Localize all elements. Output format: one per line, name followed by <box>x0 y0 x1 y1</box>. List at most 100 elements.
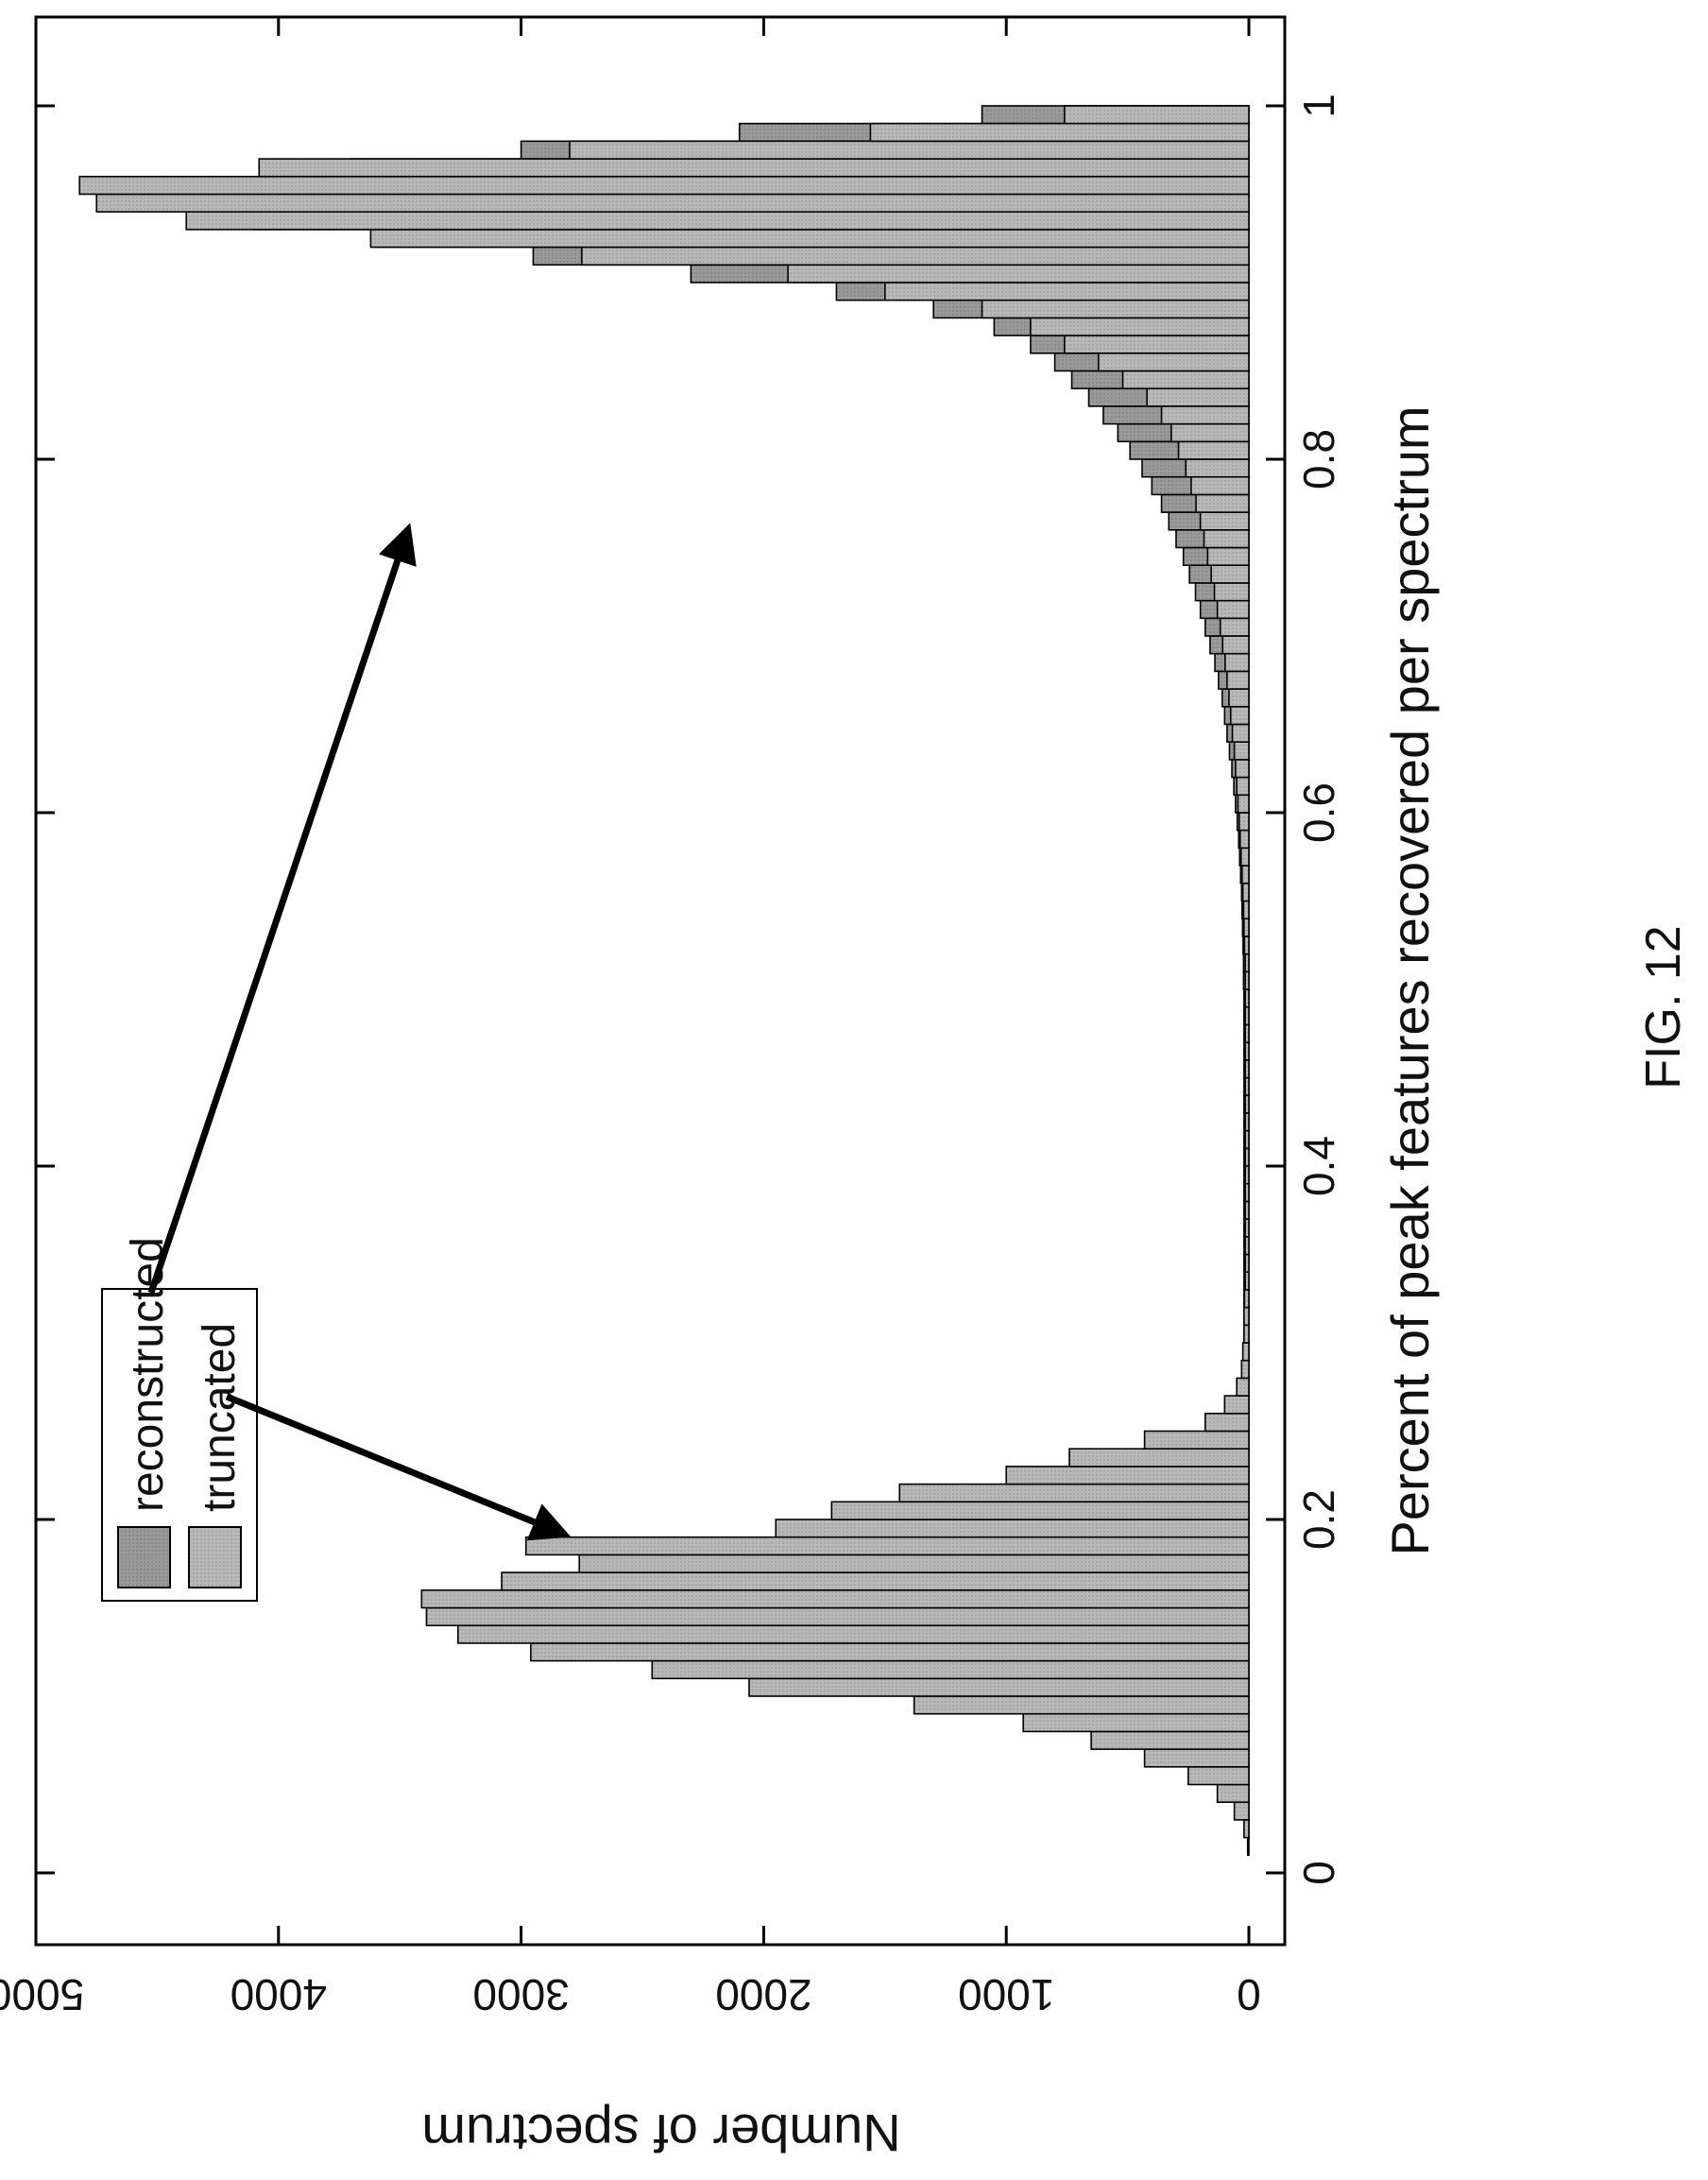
bar-truncated-49 <box>1244 988 1250 1008</box>
y-tick-label: 1000 <box>958 1970 1054 2019</box>
bar-truncated-90 <box>787 264 1250 283</box>
bar-truncated-21 <box>898 1483 1250 1503</box>
bar-truncated-77 <box>1195 493 1250 513</box>
bar-truncated-3 <box>1233 1801 1250 1821</box>
arrow-reconstructed <box>147 523 417 1295</box>
bar-truncated-46 <box>1244 1041 1250 1061</box>
bar-truncated-16 <box>501 1571 1250 1591</box>
bar-truncated-19 <box>775 1519 1250 1538</box>
bar-truncated-27 <box>1236 1377 1250 1397</box>
y-tick-label: 3000 <box>472 1970 569 2019</box>
bar-truncated-84 <box>1121 369 1250 390</box>
bar-truncated-2 <box>1243 1819 1250 1839</box>
bar-truncated-39 <box>1244 1165 1250 1185</box>
bar-truncated-72 <box>1213 582 1250 602</box>
bar-truncated-83 <box>1146 387 1250 407</box>
bar-truncated-79 <box>1185 458 1250 478</box>
bar-truncated-91 <box>580 246 1250 266</box>
bar-truncated-73 <box>1210 564 1250 584</box>
bar-truncated-89 <box>883 282 1250 301</box>
bar-truncated-6 <box>1143 1748 1250 1768</box>
bar-truncated-52 <box>1243 936 1250 955</box>
bar-truncated-65 <box>1229 705 1250 726</box>
bar-truncated-56 <box>1241 865 1250 884</box>
x-tick-label: 0.8 <box>1294 429 1343 489</box>
bar-truncated-41 <box>1244 1129 1250 1150</box>
bar-truncated-48 <box>1244 1005 1250 1026</box>
bar-truncated-95 <box>78 176 1250 196</box>
y-tick-label: 5000 <box>0 1970 84 2019</box>
bar-truncated-31 <box>1243 1306 1250 1327</box>
bar-truncated-71 <box>1216 599 1250 620</box>
bar-truncated-92 <box>369 229 1250 249</box>
bar-truncated-20 <box>830 1501 1250 1520</box>
bar-truncated-60 <box>1237 794 1250 814</box>
bar-truncated-23 <box>1068 1448 1250 1468</box>
bar-truncated-87 <box>1030 317 1250 336</box>
y-axis-title: Number of spectrum <box>421 2103 900 2163</box>
bar-truncated-33 <box>1244 1271 1250 1291</box>
bar-truncated-47 <box>1244 1023 1250 1043</box>
bar-truncated-14 <box>425 1606 1250 1627</box>
bar-truncated-96 <box>258 158 1250 178</box>
bar-truncated-50 <box>1244 970 1250 990</box>
figure-caption: FIG. 12 <box>1636 925 1691 1089</box>
bar-truncated-11 <box>651 1659 1250 1680</box>
bar-truncated-7 <box>1090 1730 1250 1750</box>
bar-truncated-26 <box>1223 1395 1250 1415</box>
bar-truncated-93 <box>185 211 1250 231</box>
bar-truncated-28 <box>1240 1359 1250 1380</box>
bar-truncated-8 <box>1022 1712 1250 1733</box>
bar-truncated-13 <box>457 1624 1250 1644</box>
bar-truncated-74 <box>1206 546 1250 567</box>
y-tick-label: 4000 <box>231 1970 327 2019</box>
bar-truncated-1 <box>1246 1836 1250 1857</box>
bar-truncated-81 <box>1170 422 1250 443</box>
y-tick-label: 2000 <box>715 1970 811 2019</box>
bar-truncated-86 <box>1064 335 1250 354</box>
bar-truncated-42 <box>1244 1112 1250 1132</box>
x-tick-label: 0 <box>1294 1861 1343 1885</box>
bar-truncated-32 <box>1243 1289 1250 1309</box>
bar-truncated-44 <box>1244 1076 1250 1097</box>
x-tick-label: 0.2 <box>1294 1489 1343 1550</box>
bar-truncated-51 <box>1244 953 1250 973</box>
legend: reconstructed truncated <box>101 1237 258 1602</box>
legend-label-truncated: truncated <box>195 1323 245 1512</box>
bar-truncated-66 <box>1228 688 1250 708</box>
bar-truncated-94 <box>95 193 1250 214</box>
x-tick-label: 1 <box>1294 94 1343 118</box>
bar-truncated-80 <box>1177 440 1250 460</box>
bar-truncated-57 <box>1239 847 1250 867</box>
bar-truncated-85 <box>1097 352 1250 372</box>
bar-truncated-36 <box>1244 1218 1250 1238</box>
legend-label-reconstructed: reconstructed <box>123 1237 173 1512</box>
bar-truncated-45 <box>1244 1059 1250 1079</box>
arrow-truncated <box>225 1393 572 1541</box>
bar-truncated-97 <box>569 140 1250 160</box>
bar-truncated-10 <box>748 1677 1250 1697</box>
bar-truncated-55 <box>1241 882 1250 902</box>
bar-truncated-18 <box>524 1536 1250 1556</box>
bar-truncated-63 <box>1233 741 1250 761</box>
bar-truncated-34 <box>1244 1253 1250 1274</box>
bar-truncated-35 <box>1244 1236 1250 1256</box>
bar-truncated-40 <box>1244 1147 1250 1167</box>
bar-truncated-22 <box>1005 1466 1250 1485</box>
y-tick-label: 0 <box>1237 1970 1261 2019</box>
bar-truncated-98 <box>869 122 1250 143</box>
bar-truncated-67 <box>1226 670 1250 690</box>
bar-truncated-53 <box>1243 918 1250 937</box>
bar-truncated-30 <box>1243 1324 1250 1344</box>
x-tick-labels: 0 0.2 0.4 0.6 0.8 1 <box>1294 94 1343 1885</box>
bar-truncated-29 <box>1241 1342 1250 1362</box>
bar-truncated-62 <box>1235 759 1250 779</box>
bars-layer <box>78 105 1250 1857</box>
bar-truncated-25 <box>1204 1413 1250 1433</box>
bar-truncated-70 <box>1219 617 1250 637</box>
bar-truncated-61 <box>1236 776 1250 797</box>
bar-truncated-99 <box>1064 105 1250 125</box>
bar-truncated-59 <box>1238 812 1250 832</box>
bar-truncated-76 <box>1199 511 1250 531</box>
